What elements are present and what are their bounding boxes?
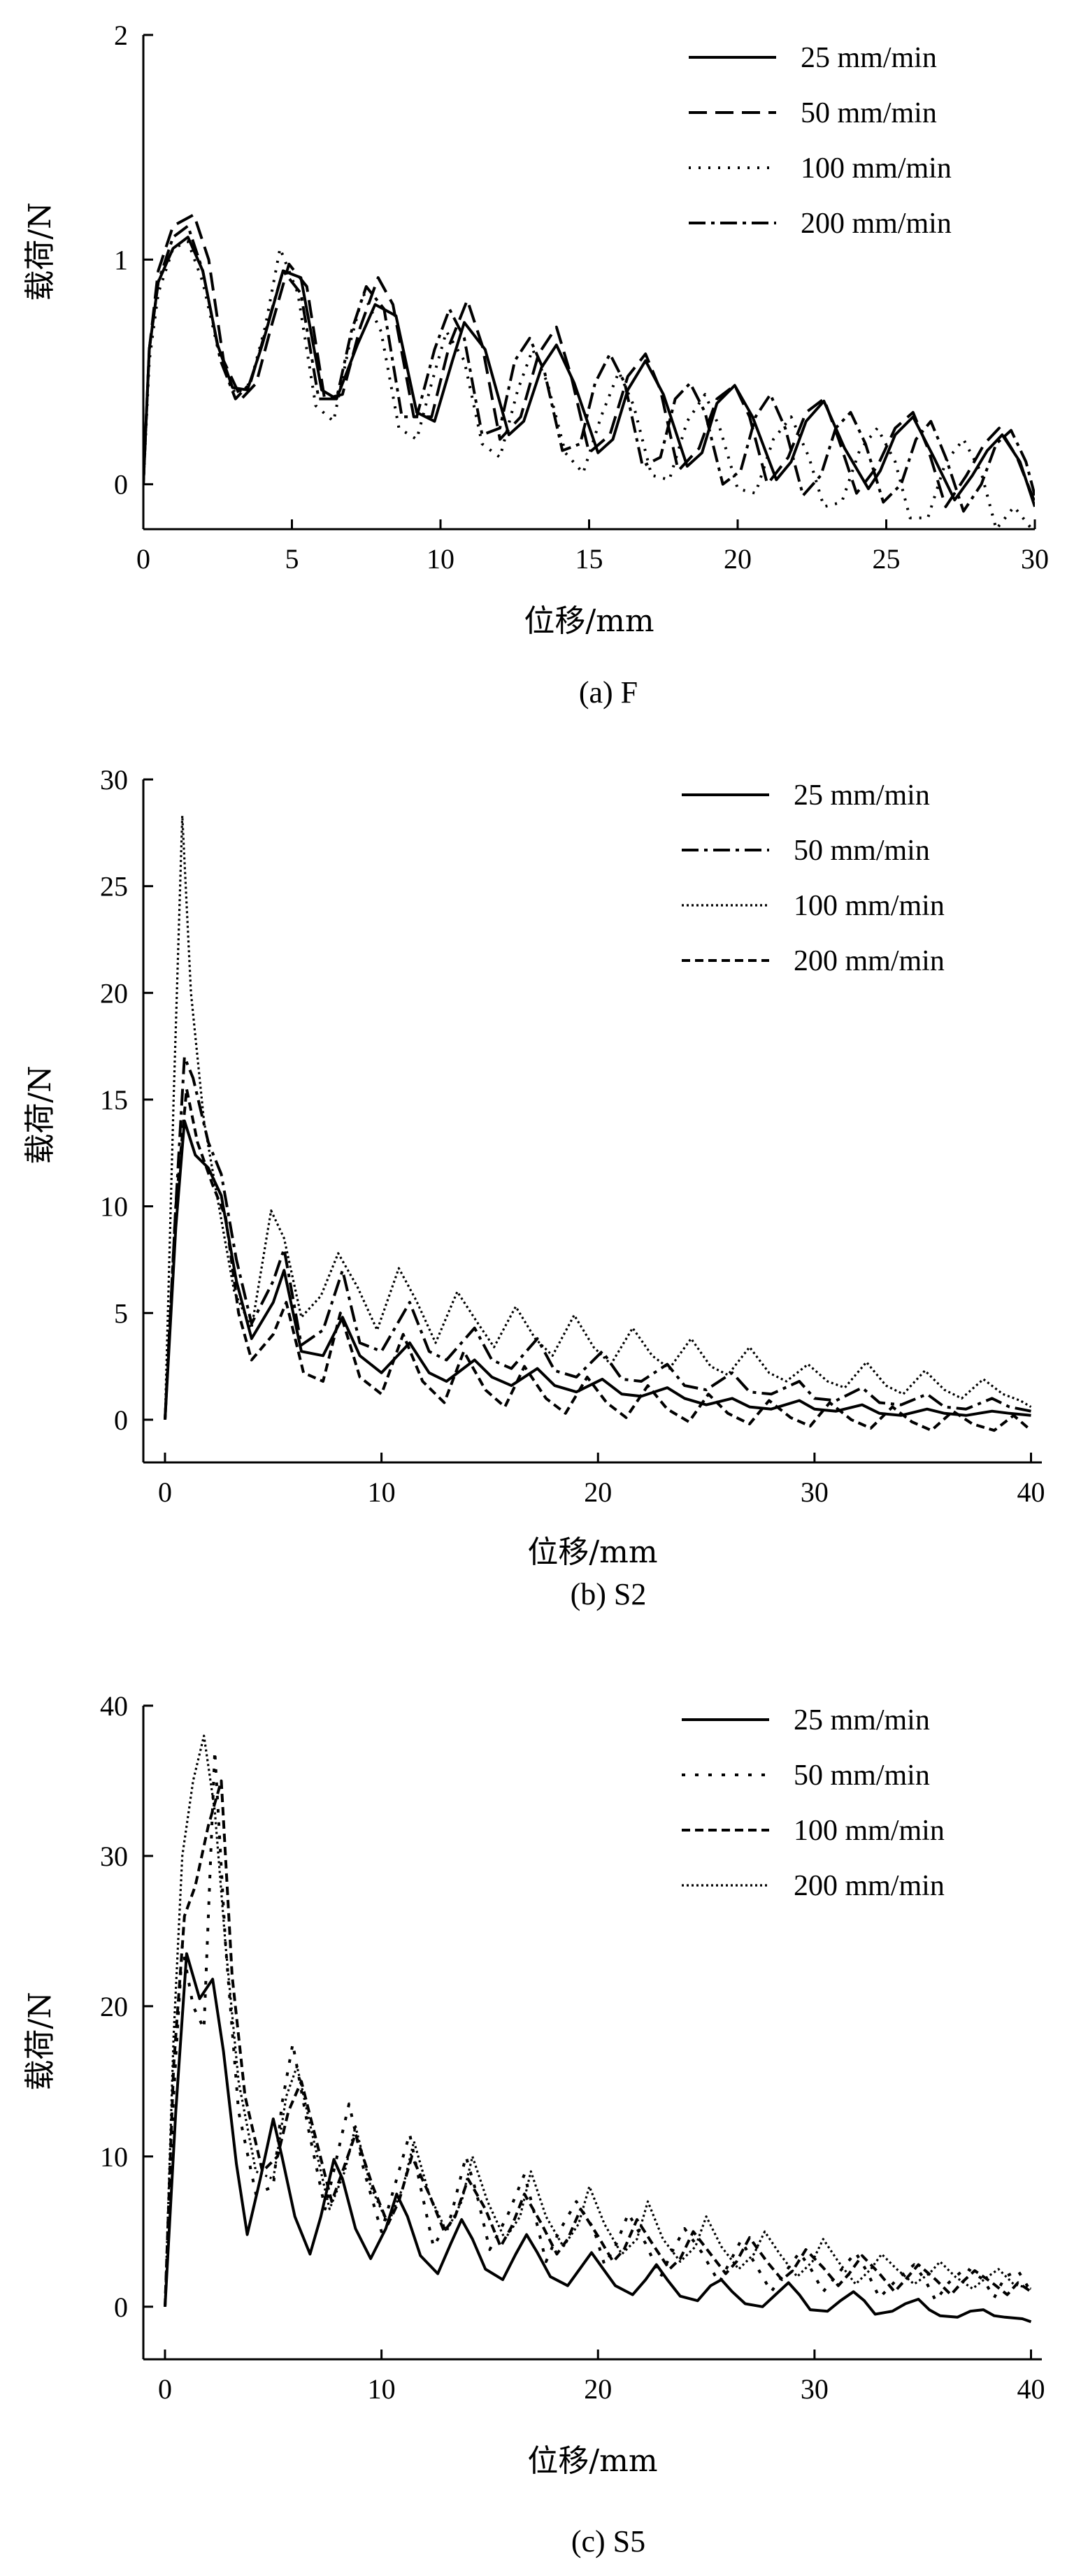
plot-area: 0 5 10 15 20 25 30 0 1 2 25 mm/min 50 mm/min 100 mm… — [114, 20, 1049, 575]
plot-area: 0 10 20 30 40 0 5 10 15 20 25 30 25 mm/min 50 mm/min… — [100, 764, 1045, 1508]
y-axis-label: 载荷/N — [22, 202, 58, 301]
legend-label: 50 mm/min — [794, 835, 930, 867]
x-tick-label: 5 — [285, 543, 299, 575]
x-tick-label: 20 — [584, 1476, 612, 1508]
series-layer — [164, 814, 1032, 1432]
series-line-4 — [143, 224, 1035, 513]
tick-labels: 0 10 20 30 40 0 10 20 30 40 — [100, 1690, 1045, 2405]
series-line-3 — [164, 814, 1032, 1420]
y-tick-label: 40 — [100, 1690, 128, 1722]
legend-label: 100 mm/min — [801, 152, 952, 185]
x-tick-label: 20 — [724, 543, 752, 575]
chart-caption: (c) S5 — [571, 2524, 645, 2559]
x-axis-label: 位移/mm — [527, 2443, 657, 2479]
tick-labels: 0 10 20 30 40 0 5 10 15 20 25 30 — [100, 764, 1045, 1508]
x-tick-label: 0 — [136, 543, 150, 575]
chart-caption: (b) S2 — [571, 1577, 647, 1611]
x-tick-label: 30 — [801, 1476, 829, 1508]
x-tick-label: 25 — [873, 543, 901, 575]
series-line-3 — [164, 1779, 1032, 2307]
x-tick-label: 30 — [1021, 543, 1049, 575]
axes — [142, 34, 1036, 531]
chart-caption: (a) F — [579, 675, 638, 710]
y-tick-label: 0 — [114, 469, 128, 501]
legend-label: 100 mm/min — [794, 890, 945, 922]
x-tick-label: 10 — [427, 543, 454, 575]
x-tick-label: 10 — [368, 1476, 396, 1508]
series-line-1 — [164, 1119, 1031, 1420]
y-tick-label: 20 — [100, 977, 128, 1009]
x-tick-label: 40 — [1017, 2373, 1045, 2405]
axes — [142, 778, 1042, 1464]
series-line-2 — [143, 213, 1035, 508]
tick-labels: 0 5 10 15 20 25 30 0 1 2 — [114, 20, 1049, 575]
x-tick-label: 20 — [584, 2373, 612, 2405]
series-layer — [164, 1734, 1033, 2324]
y-axis-label: 载荷/N — [22, 1065, 58, 1164]
axes — [142, 1704, 1042, 2361]
x-tick-label: 30 — [801, 2373, 829, 2405]
legend-label: 100 mm/min — [794, 1815, 945, 1847]
series-line-1 — [143, 236, 1035, 508]
y-tick-label: 15 — [100, 1084, 128, 1116]
y-tick-label: 5 — [114, 1297, 128, 1329]
legend-label: 50 mm/min — [801, 97, 937, 129]
y-tick-label: 30 — [100, 1841, 128, 1872]
y-tick-label: 20 — [100, 1991, 128, 2022]
legend-label: 25 mm/min — [794, 1704, 930, 1736]
x-axis-label: 位移/mm — [524, 603, 654, 639]
chart-panel-b: 0 10 20 30 40 0 5 10 15 20 25 30 25 mm/min 50 mm/min… — [22, 764, 1045, 1611]
x-tick-label: 10 — [368, 2373, 396, 2405]
x-axis-label: 位移/mm — [527, 1534, 657, 1570]
y-tick-label: 0 — [114, 1404, 128, 1436]
y-tick-label: 1 — [114, 244, 128, 275]
series-line-1 — [164, 1952, 1032, 2324]
y-tick-label: 25 — [100, 871, 128, 902]
y-tick-label: 30 — [100, 764, 128, 796]
legend: 25 mm/min 50 mm/min 100 mm/min 200 mm/min — [689, 42, 952, 240]
x-tick-label: 0 — [158, 2373, 172, 2405]
x-tick-label: 15 — [575, 543, 603, 575]
y-tick-label: 0 — [114, 2291, 128, 2323]
legend: 25 mm/min 50 mm/min 100 mm/min 200 mm/min — [682, 1704, 945, 1902]
legend-label: 200 mm/min — [794, 945, 945, 977]
y-tick-label: 2 — [114, 20, 128, 51]
plot-area: 0 10 20 30 40 0 10 20 30 40 25 mm/min 50 mm/min 100… — [100, 1690, 1045, 2405]
legend-label: 200 mm/min — [794, 1870, 945, 1902]
legend-label: 25 mm/min — [801, 42, 937, 74]
chart-panel-a: 0 5 10 15 20 25 30 0 1 2 25 mm/min 50 mm/min 100 mm… — [22, 20, 1049, 710]
legend-label: 200 mm/min — [801, 208, 952, 240]
series-line-4 — [164, 1734, 1031, 2307]
legend-label: 50 mm/min — [794, 1760, 930, 1792]
y-tick-label: 10 — [100, 1191, 128, 1223]
series-line-2 — [164, 1055, 1031, 1420]
y-axis-label: 载荷/N — [22, 1992, 58, 2090]
legend-label: 25 mm/min — [794, 779, 930, 812]
y-tick-label: 10 — [100, 2141, 128, 2173]
series-line-3 — [143, 240, 1033, 529]
x-tick-label: 0 — [158, 1476, 172, 1508]
series-layer — [143, 213, 1035, 529]
x-tick-label: 40 — [1017, 1476, 1045, 1508]
series-line-4 — [164, 1087, 1032, 1432]
legend: 25 mm/min 50 mm/min 100 mm/min 200 mm/min — [682, 779, 945, 977]
chart-panel-c: 0 10 20 30 40 0 10 20 30 40 25 mm/min 50 mm/min 100… — [22, 1690, 1045, 2559]
